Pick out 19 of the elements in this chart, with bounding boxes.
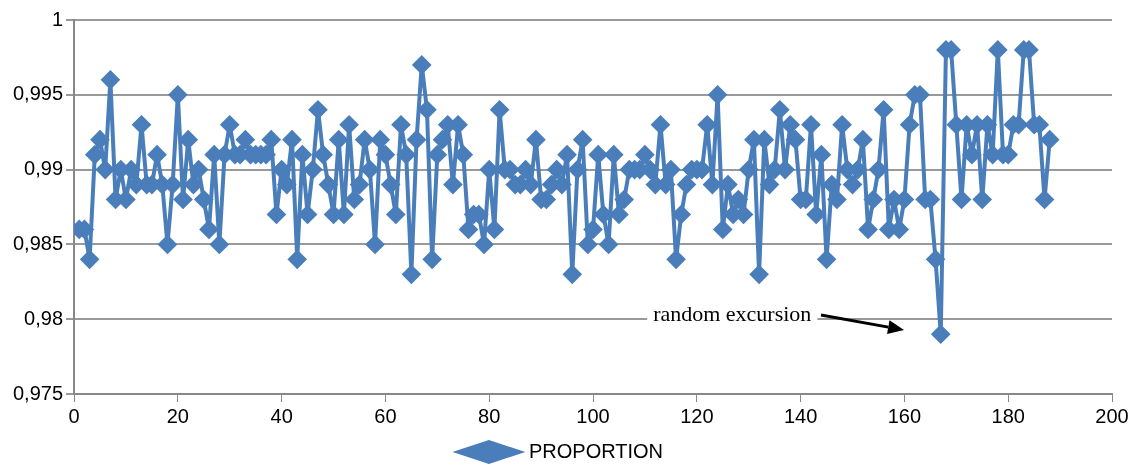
y-tick-label: 0,98	[24, 306, 64, 329]
x-tick-label: 100	[576, 404, 610, 427]
x-tick-label: 0	[68, 404, 80, 427]
annotation: random excursion	[653, 301, 812, 327]
x-tick-label: 40	[270, 404, 293, 427]
x-tick-label: 20	[166, 404, 189, 427]
y-tick-label: 1	[51, 7, 64, 30]
x-tick-label: 60	[374, 404, 397, 427]
y-tick-label: 0,995	[12, 82, 64, 105]
y-tick-label: 0,99	[24, 157, 64, 180]
x-tick-label: 80	[478, 404, 501, 427]
legend-label: PROPORTION	[528, 439, 664, 462]
y-tick-label: 0,975	[12, 381, 64, 404]
y-tick-label: 0,985	[12, 231, 64, 254]
x-tick-label: 200	[1095, 404, 1129, 427]
x-tick-label: 160	[887, 404, 922, 427]
x-tick-label: 140	[783, 404, 818, 427]
x-tick-label: 120	[680, 404, 714, 427]
x-tick-label: 180	[991, 404, 1025, 427]
